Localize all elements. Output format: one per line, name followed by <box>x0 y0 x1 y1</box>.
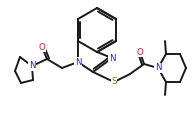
Text: N: N <box>29 62 35 70</box>
Text: S: S <box>111 77 117 86</box>
Text: N: N <box>75 58 81 67</box>
Text: N: N <box>155 63 161 72</box>
Text: O: O <box>137 48 143 56</box>
Text: O: O <box>39 43 45 51</box>
Text: N: N <box>109 53 115 63</box>
